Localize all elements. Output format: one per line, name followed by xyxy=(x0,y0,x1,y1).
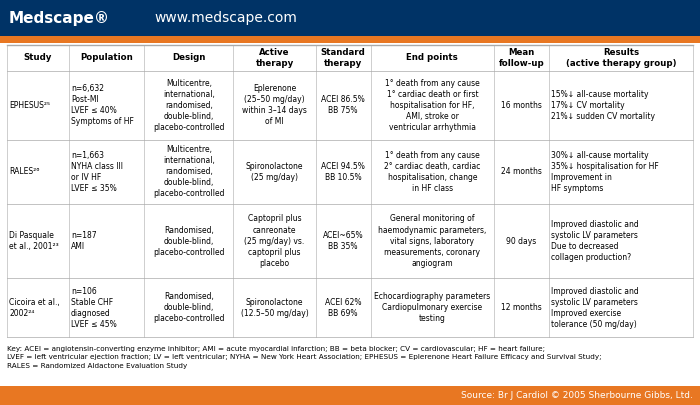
Text: Improved diastolic and
systolic LV parameters
Improved exercise
tolerance (50 mg: Improved diastolic and systolic LV param… xyxy=(551,287,639,329)
Text: Spironolactone
(12.5–50 mg/day): Spironolactone (12.5–50 mg/day) xyxy=(241,298,309,318)
Text: Multicentre,
international,
randomised,
double-blind,
placebo-controlled: Multicentre, international, randomised, … xyxy=(153,145,225,198)
Text: ACEI 94.5%
BB 10.5%: ACEI 94.5% BB 10.5% xyxy=(321,162,365,182)
Text: 30%↓ all-cause mortality
35%↓ hospitalisation for HF
Improvement in
HF symptoms: 30%↓ all-cause mortality 35%↓ hospitalis… xyxy=(551,151,659,193)
Text: Mean
follow-up: Mean follow-up xyxy=(498,48,545,68)
Text: Cicoira et al.,
2002²⁴: Cicoira et al., 2002²⁴ xyxy=(9,298,60,318)
Text: www.medscape.com: www.medscape.com xyxy=(154,11,297,25)
Text: Active
therapy: Active therapy xyxy=(256,48,294,68)
Text: n=1,663
NYHA class III
or IV HF
LVEF ≤ 35%: n=1,663 NYHA class III or IV HF LVEF ≤ 3… xyxy=(71,151,122,193)
Text: 24 months: 24 months xyxy=(501,167,542,176)
Text: Captopril plus
canreonate
(25 mg/day) vs.
captopril plus
placebo: Captopril plus canreonate (25 mg/day) vs… xyxy=(244,215,304,268)
Text: Spironolactone
(25 mg/day): Spironolactone (25 mg/day) xyxy=(246,162,303,182)
Text: Results
(active therapy group): Results (active therapy group) xyxy=(566,48,676,68)
Text: 1° death from any cause
2° cardiac death, cardiac
hospitalisation, change
in HF : 1° death from any cause 2° cardiac death… xyxy=(384,151,480,193)
Text: n=6,632
Post-MI
LVEF ≤ 40%
Symptoms of HF: n=6,632 Post-MI LVEF ≤ 40% Symptoms of H… xyxy=(71,84,134,126)
Bar xyxy=(0,36,700,43)
Text: End points: End points xyxy=(407,53,459,62)
Text: Improved diastolic and
systolic LV parameters
Due to decreased
collagen producti: Improved diastolic and systolic LV param… xyxy=(551,220,639,262)
Text: General monitoring of
haemodynamic parameters,
vital signs, laboratory
measureme: General monitoring of haemodynamic param… xyxy=(378,215,486,268)
Text: n=187
AMI: n=187 AMI xyxy=(71,231,97,251)
Text: Medscape®: Medscape® xyxy=(8,11,109,26)
Bar xyxy=(0,0,700,36)
Text: Randomised,
double-blind,
placebo-controlled: Randomised, double-blind, placebo-contro… xyxy=(153,226,225,257)
Text: 1° death from any cause
1° cardiac death or first
hospitalisation for HF,
AMI, s: 1° death from any cause 1° cardiac death… xyxy=(385,79,480,132)
Text: RALES²⁶: RALES²⁶ xyxy=(9,167,39,176)
Text: Standard
therapy: Standard therapy xyxy=(321,48,365,68)
Text: Multicentre,
international,
randomised,
double-blind,
placebo-controlled: Multicentre, international, randomised, … xyxy=(153,79,225,132)
Text: Key: ACEI = angiotensin-converting enzyme inhibitor; AMI = acute myocardial infa: Key: ACEI = angiotensin-converting enzym… xyxy=(7,346,601,369)
Text: Randomised,
double-blind,
placebo-controlled: Randomised, double-blind, placebo-contro… xyxy=(153,292,225,323)
Text: Source: Br J Cardiol © 2005 Sherbourne Gibbs, Ltd.: Source: Br J Cardiol © 2005 Sherbourne G… xyxy=(461,391,693,400)
Text: Design: Design xyxy=(172,53,206,62)
Text: n=106
Stable CHF
diagnosed
LVEF ≤ 45%: n=106 Stable CHF diagnosed LVEF ≤ 45% xyxy=(71,287,117,329)
Text: 15%↓ all-cause mortality
17%↓ CV mortality
21%↓ sudden CV mortality: 15%↓ all-cause mortality 17%↓ CV mortali… xyxy=(551,90,655,121)
Text: Di Pasquale
et al., 2001²³: Di Pasquale et al., 2001²³ xyxy=(9,231,59,251)
Text: ACEI 62%
BB 69%: ACEI 62% BB 69% xyxy=(325,298,361,318)
Text: Echocardiography parameters
Cardiopulmonary exercise
testing: Echocardiography parameters Cardiopulmon… xyxy=(374,292,491,323)
Text: 16 months: 16 months xyxy=(501,101,542,110)
Text: 12 months: 12 months xyxy=(501,303,542,312)
Text: 90 days: 90 days xyxy=(506,237,537,246)
Text: ACEI 86.5%
BB 75%: ACEI 86.5% BB 75% xyxy=(321,95,365,115)
Text: Study: Study xyxy=(24,53,52,62)
Text: ACEI~65%
BB 35%: ACEI~65% BB 35% xyxy=(323,231,363,251)
Text: Eplerenone
(25–50 mg/day)
within 3–14 days
of MI: Eplerenone (25–50 mg/day) within 3–14 da… xyxy=(242,84,307,126)
Bar xyxy=(0,386,700,405)
Text: EPHESUS²⁵: EPHESUS²⁵ xyxy=(9,101,50,110)
Text: Population: Population xyxy=(80,53,133,62)
